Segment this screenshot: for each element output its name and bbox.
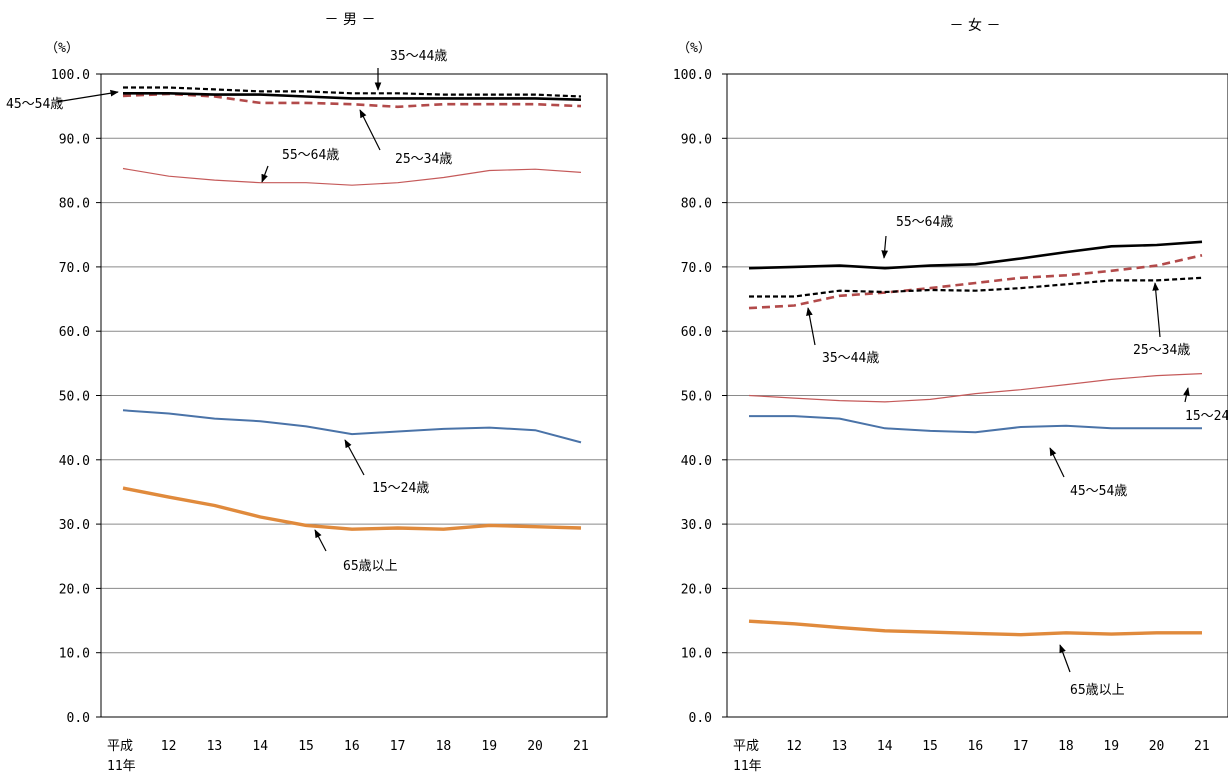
y-tick-label: 10.0 xyxy=(681,647,712,662)
y-tick-label: 20.0 xyxy=(681,582,712,597)
annotation-arrow xyxy=(1183,387,1190,403)
series-line xyxy=(749,276,1203,298)
x-tick-label: 16 xyxy=(968,739,984,754)
series-annotation: 15～24歳 xyxy=(372,481,429,496)
series-line xyxy=(748,619,1202,637)
y-tick-label: 60.0 xyxy=(59,325,90,340)
y-tick-label: 50.0 xyxy=(681,390,712,405)
series-annotation: 55～64歳 xyxy=(282,148,339,163)
series-annotation: 55～64歳 xyxy=(896,215,953,230)
y-tick-label: 30.0 xyxy=(59,518,90,533)
y-tick-label: 90.0 xyxy=(681,132,712,147)
series-line xyxy=(122,92,582,109)
x-tick-label: 17 xyxy=(1013,739,1029,754)
x-tick-label: 平成 11年 xyxy=(733,739,762,774)
series-line xyxy=(122,167,582,186)
y-tick-label: 70.0 xyxy=(681,261,712,276)
annotation-arrow xyxy=(806,307,816,346)
y-tick-label: 40.0 xyxy=(681,454,712,469)
y-tick-label: 80.0 xyxy=(681,197,712,212)
series-annotation: 45～54歳 xyxy=(6,97,63,112)
chart-title: － 男 － xyxy=(325,12,376,28)
series-annotation: 65歳以上 xyxy=(1070,683,1125,698)
y-tick-label: 20.0 xyxy=(59,582,90,597)
x-tick-label: 15 xyxy=(298,739,314,754)
series-line xyxy=(122,409,582,444)
series-annotation: 25～34歳 xyxy=(1133,343,1190,358)
x-tick-label: 平成 11年 xyxy=(107,739,136,774)
series-line xyxy=(123,92,582,101)
x-tick-label: 18 xyxy=(436,739,452,754)
annotation-arrow xyxy=(881,235,889,259)
x-tick-label: 12 xyxy=(786,739,802,754)
x-tick-label: 14 xyxy=(252,739,268,754)
y-tick-label: 60.0 xyxy=(681,325,712,340)
chart-title: － 女 － xyxy=(950,17,1001,34)
x-tick-label: 21 xyxy=(573,739,589,754)
series-annotation: 35～44歳 xyxy=(822,351,879,366)
x-tick-label: 12 xyxy=(161,739,177,754)
annotation-arrow xyxy=(344,439,365,476)
series-line xyxy=(748,373,1203,403)
annotation-arrow xyxy=(261,165,269,183)
series-annotation: 45～54歳 xyxy=(1070,484,1127,499)
series-line xyxy=(122,486,582,531)
y-tick-label: 90.0 xyxy=(59,132,90,147)
series-annotation: 15～24歳 xyxy=(1185,409,1228,424)
y-tick-label: 0.0 xyxy=(689,711,712,726)
y-tick-label: 40.0 xyxy=(59,454,90,469)
y-tick-label: 30.0 xyxy=(681,518,712,533)
series-annotation: 35～44歳 xyxy=(390,49,447,64)
series-line xyxy=(748,240,1203,270)
series-line xyxy=(748,254,1203,310)
x-tick-label: 16 xyxy=(344,739,360,754)
y-tick-label: 0.0 xyxy=(67,711,90,726)
y-tick-label: 80.0 xyxy=(59,197,90,212)
annotation-arrow xyxy=(1059,644,1071,673)
x-tick-label: 17 xyxy=(390,739,406,754)
y-tick-label: 100.0 xyxy=(673,68,712,83)
series-line xyxy=(749,415,1202,434)
series-annotation: 25～34歳 xyxy=(395,152,452,167)
x-tick-label: 21 xyxy=(1194,739,1210,754)
annotation-arrow xyxy=(359,109,381,151)
x-tick-label: 19 xyxy=(1103,739,1119,754)
x-tick-label: 13 xyxy=(832,739,848,754)
y-tick-label: 70.0 xyxy=(59,261,90,276)
x-tick-label: 14 xyxy=(877,739,893,754)
annotation-arrow xyxy=(314,529,327,552)
y-tick-label: 50.0 xyxy=(59,390,90,405)
x-tick-label: 20 xyxy=(1149,739,1165,754)
x-tick-label: 18 xyxy=(1058,739,1074,754)
y-axis-label: （%） xyxy=(45,41,79,56)
annotation-arrow xyxy=(1049,447,1065,478)
plot-area xyxy=(726,73,1228,718)
x-tick-label: 19 xyxy=(481,739,497,754)
y-tick-label: 100.0 xyxy=(51,68,90,83)
y-axis-label: （%） xyxy=(677,41,711,56)
x-tick-label: 15 xyxy=(922,739,938,754)
y-tick-label: 10.0 xyxy=(59,647,90,662)
series-line xyxy=(123,86,582,98)
x-tick-label: 13 xyxy=(207,739,223,754)
annotation-arrow xyxy=(1152,282,1161,338)
annotation-arrow xyxy=(55,89,119,103)
plot-area xyxy=(100,73,608,718)
series-annotation: 65歳以上 xyxy=(343,559,398,574)
x-tick-label: 20 xyxy=(527,739,543,754)
